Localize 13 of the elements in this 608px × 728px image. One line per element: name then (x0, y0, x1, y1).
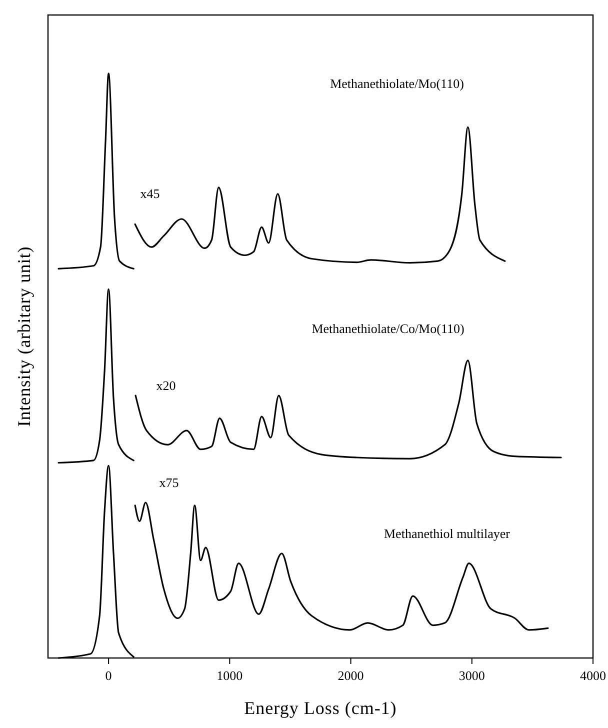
text: Methanethiolate/Mo(110) (330, 76, 464, 91)
x-tick-label: 0 (105, 668, 112, 683)
x-axis-title: Energy Loss (cm-1) (244, 698, 397, 718)
annotation: x20 (156, 378, 176, 393)
y-axis-title: Intensity (arbitary unit) (14, 246, 34, 427)
text: Methanethiol multilayer (384, 526, 511, 541)
x-tick-label: 3000 (458, 668, 485, 683)
annotation: x45 (140, 186, 160, 201)
annotation: x75 (159, 475, 179, 490)
x-tick-label: 1000 (216, 668, 243, 683)
x-tick-label: 2000 (338, 668, 364, 683)
series-label: Methanethiolate/Co/Mo(110) (312, 321, 464, 336)
x-tick-label: 4000 (580, 668, 606, 683)
